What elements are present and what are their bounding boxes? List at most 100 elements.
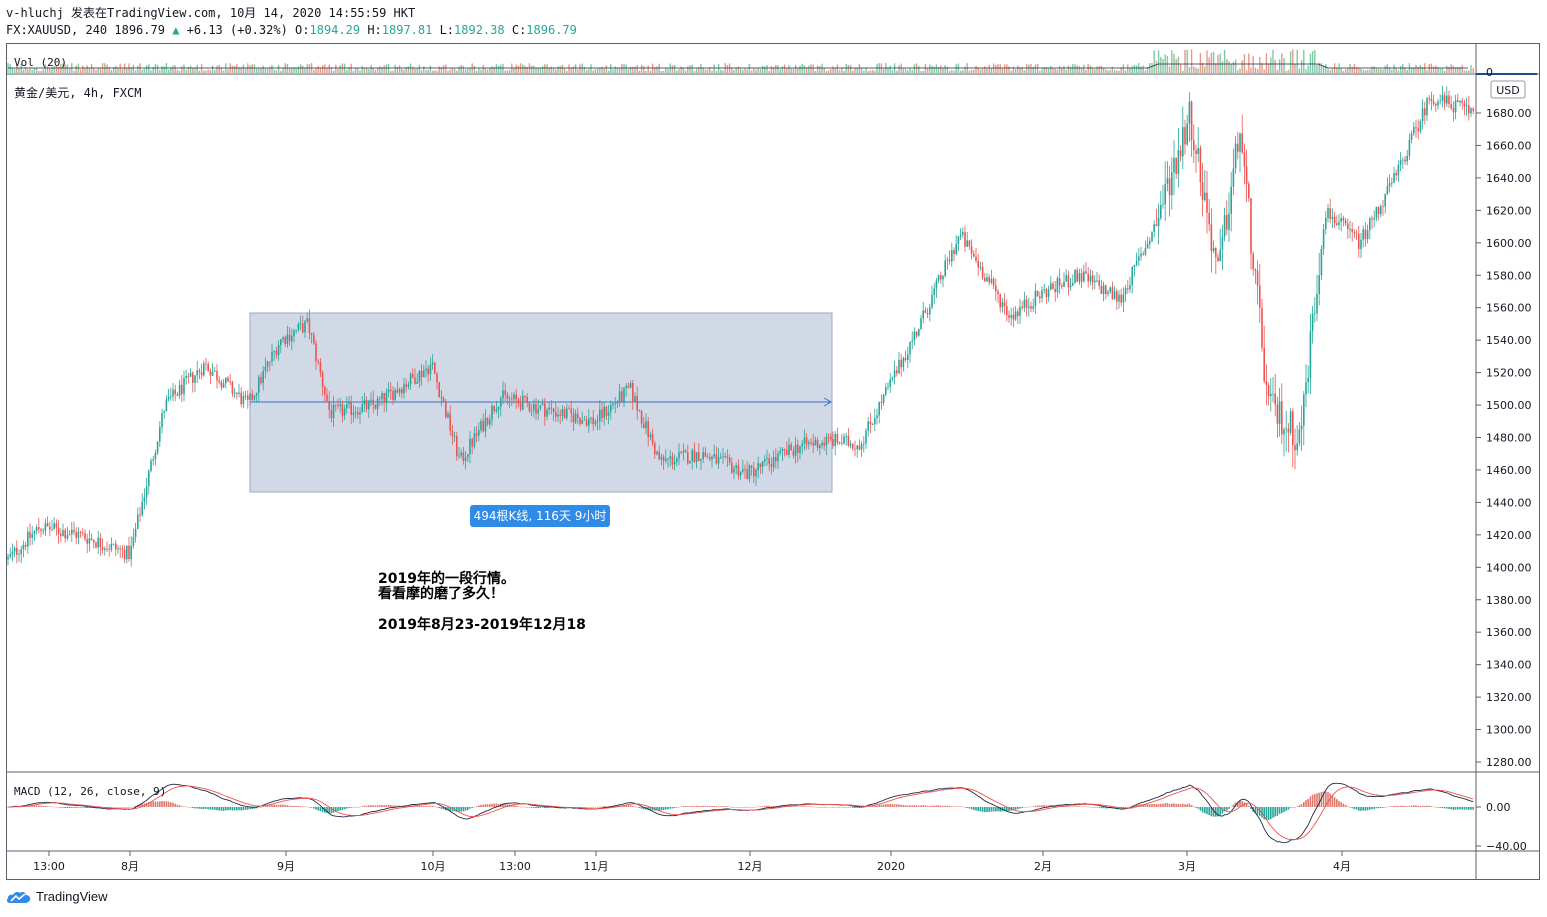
candle-body	[93, 539, 95, 543]
candle-body	[957, 236, 960, 244]
volume-bar	[170, 67, 172, 73]
price-tick-label: 1580.00	[1486, 269, 1532, 282]
candle-body	[770, 464, 773, 467]
volume-bar	[1463, 70, 1466, 73]
volume-bar	[372, 68, 374, 73]
macd-histogram-bar	[53, 806, 55, 808]
candle-body	[295, 329, 297, 331]
macd-histogram-bar	[1448, 807, 1450, 809]
macd-histogram-bar	[88, 807, 91, 808]
annotation-line-1[interactable]: 2019年的一段行情。	[378, 570, 515, 587]
volume-bar	[1239, 68, 1241, 73]
volume-bar	[156, 64, 159, 73]
macd-histogram-bar	[550, 807, 553, 808]
candle-body	[1175, 157, 1177, 174]
price-axis[interactable]: 1680.001660.001640.001620.001600.001580.…	[1476, 107, 1532, 769]
volume-bar	[75, 65, 77, 73]
macd-histogram-bar	[71, 807, 73, 808]
macd-histogram-bar	[233, 807, 236, 811]
volume-bar	[1283, 58, 1285, 73]
annotation-line-3[interactable]: 2019年8月23-2019年12月18	[378, 616, 586, 633]
volume-bar	[1109, 70, 1111, 73]
macd-histogram-bar	[898, 804, 900, 807]
macd-histogram-bar	[827, 806, 830, 808]
macd-histogram-bar	[590, 807, 592, 808]
candle-body	[887, 386, 889, 388]
macd-histogram-bar	[878, 804, 880, 807]
candle-body	[121, 549, 124, 550]
candle-body	[1168, 178, 1171, 196]
macd-histogram-bar	[139, 804, 141, 807]
macd-histogram-bar	[1318, 792, 1320, 807]
candle-body	[60, 533, 62, 536]
volume-bar	[1100, 66, 1103, 73]
macd-histogram-bar	[1197, 807, 1199, 809]
macd-histogram-bar	[643, 807, 645, 810]
candle-body	[581, 420, 583, 424]
volume-bar	[671, 65, 674, 73]
macd-histogram-bar	[984, 807, 986, 813]
candle-body	[746, 469, 748, 479]
volume-bar	[93, 67, 95, 73]
volume-bar	[937, 67, 940, 73]
candle-body	[601, 409, 603, 419]
macd-histogram-bar	[1215, 807, 1217, 817]
macd-histogram-bar	[768, 805, 770, 807]
volume-bar	[1386, 64, 1389, 73]
candle-body	[1457, 100, 1459, 103]
candle-body	[304, 321, 306, 333]
volume-bar	[1153, 50, 1155, 73]
macd-histogram-bar	[1461, 807, 1463, 810]
tradingview-logo[interactable]: TradingView	[6, 889, 108, 904]
candle-body	[959, 234, 962, 237]
volume-bar	[1047, 68, 1050, 73]
macd-histogram-bar	[244, 807, 247, 810]
volume-bar	[1195, 67, 1197, 73]
candle-body	[1122, 294, 1125, 303]
annotation-line-2[interactable]: 看看摩的磨了多久！	[377, 585, 504, 602]
volume-bar	[973, 69, 975, 73]
currency-button[interactable]: USD	[1490, 80, 1526, 99]
time-axis[interactable]: 13:00 8月 9月 10月 13:00 11月 12月 2020 2月 3月 4月	[33, 851, 1351, 873]
macd-histogram-bar	[1322, 791, 1325, 807]
volume-bar	[1230, 64, 1232, 73]
candle-body	[524, 395, 526, 397]
candle-body	[35, 527, 38, 532]
candle-body	[97, 537, 99, 548]
macd-histogram-bar	[944, 805, 946, 807]
candle-body	[515, 394, 517, 400]
date-range-tool[interactable]: 494根K线, 116天 9小时	[249, 312, 833, 527]
candle-body	[178, 384, 181, 396]
candle-body	[231, 381, 234, 394]
candle-body	[704, 452, 707, 457]
candle-body	[1204, 192, 1206, 200]
volume-bar	[863, 70, 865, 73]
candle-body	[365, 400, 368, 410]
volume-bar	[1472, 68, 1474, 73]
macd-histogram-bar	[739, 807, 742, 808]
candle-body	[962, 232, 964, 235]
volume-bar	[1470, 65, 1472, 73]
candle-body	[280, 339, 282, 346]
volume-bar	[935, 64, 938, 73]
candle-body	[1182, 127, 1184, 157]
candle-body	[427, 368, 429, 375]
macd-histogram-bar	[577, 807, 579, 808]
macd-histogram-bar	[1047, 805, 1050, 807]
volume-bar	[1419, 64, 1422, 73]
range-info-text: 494根K线, 116天 9小时	[474, 509, 607, 523]
macd-axis[interactable]: 0.00−40.00	[1476, 801, 1527, 853]
macd-histogram-bar	[1091, 807, 1094, 808]
candle-body	[1439, 100, 1441, 102]
candle-body	[1340, 217, 1342, 222]
volume-bar	[1168, 66, 1171, 73]
volume-bar	[244, 67, 247, 73]
candle-body	[1406, 155, 1408, 162]
volume-bar	[990, 68, 993, 73]
volume-bar	[636, 65, 638, 73]
volume-bar	[442, 65, 445, 73]
macd-histogram-bar	[636, 807, 638, 808]
candle-body	[1133, 264, 1136, 267]
candle-body	[904, 357, 907, 360]
